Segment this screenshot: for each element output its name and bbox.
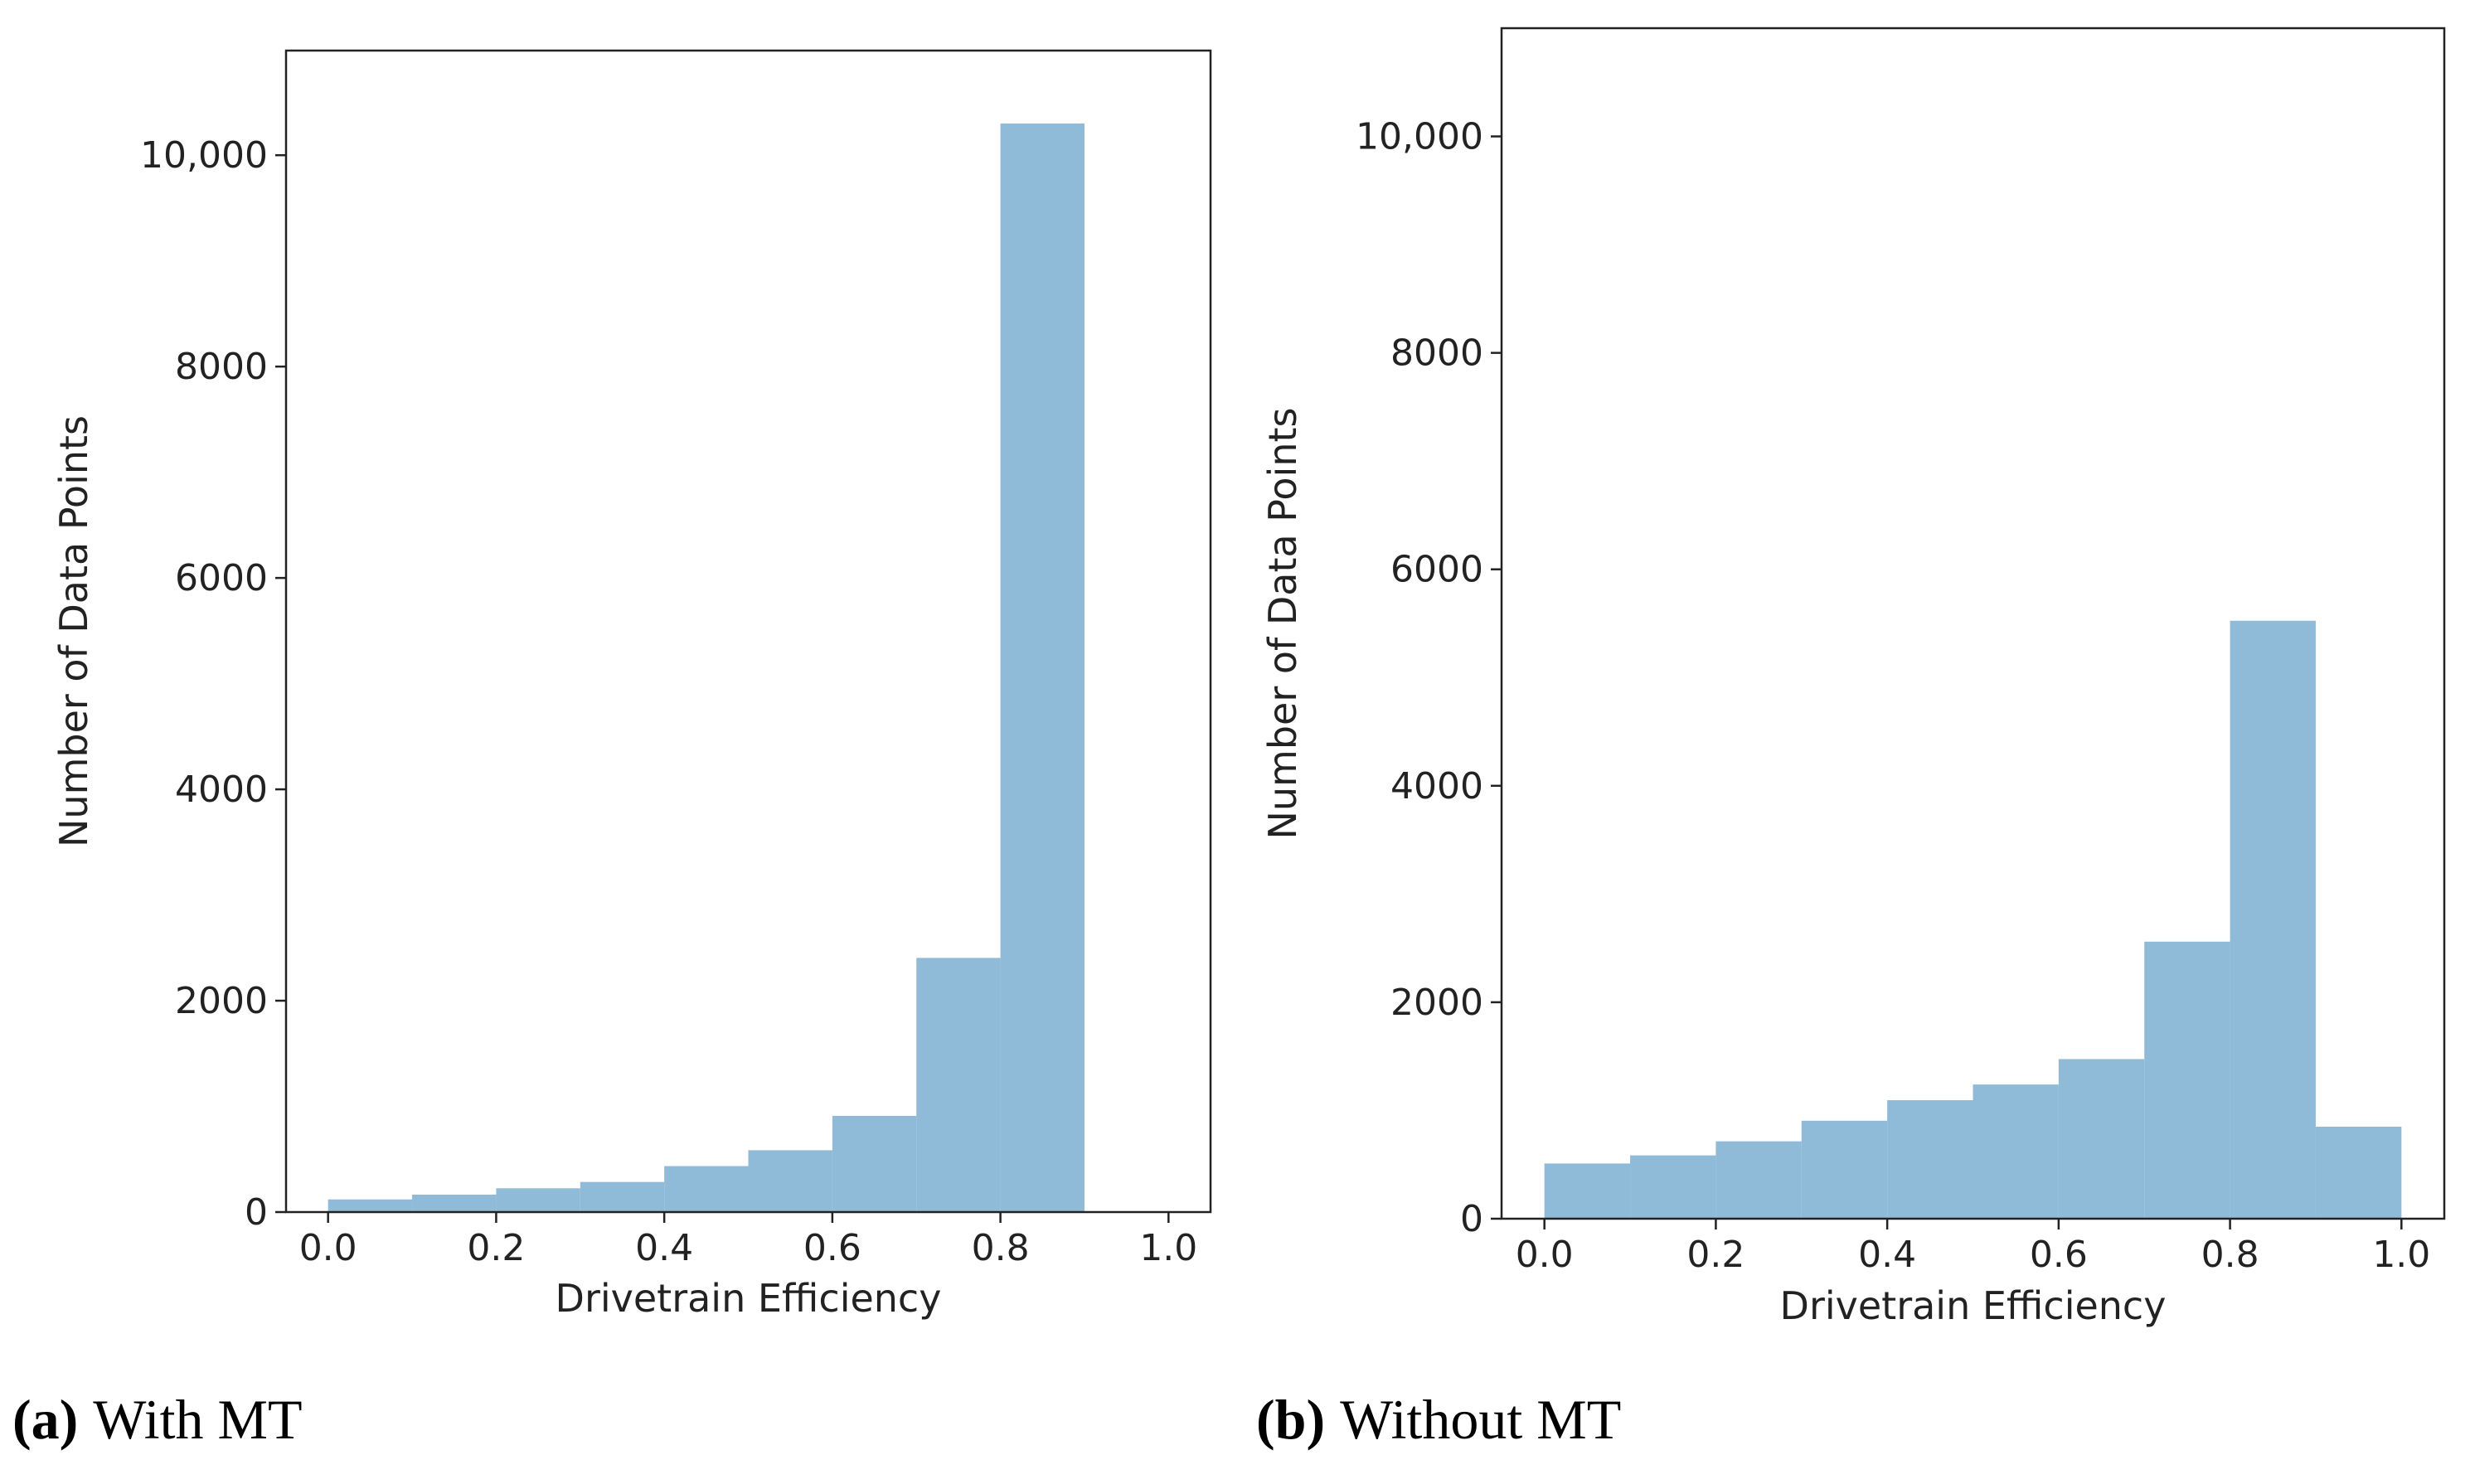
y-tick-label: 10,000 — [1356, 116, 1483, 158]
x-tick-label: 1.0 — [1139, 1227, 1197, 1269]
caption: (a) With MT — [12, 1388, 303, 1451]
y-axis-label: Number of Data Points — [51, 415, 96, 847]
x-axis-label: Drivetrain Efficiency — [1780, 1283, 2167, 1328]
bar — [328, 1199, 413, 1212]
bar — [2315, 1127, 2402, 1219]
bar — [496, 1188, 580, 1212]
x-tick-label: 0.8 — [2201, 1234, 2259, 1276]
y-tick-label: 2000 — [175, 980, 268, 1022]
bar — [2058, 1059, 2145, 1219]
x-tick-label: 0.4 — [635, 1227, 693, 1269]
x-tick-label: 0.6 — [2030, 1234, 2088, 1276]
x-tick-label: 0.2 — [1686, 1234, 1745, 1276]
bar — [1000, 123, 1085, 1212]
x-tick-label: 0.6 — [803, 1227, 861, 1269]
bar — [1715, 1141, 1802, 1219]
x-tick-label: 0.4 — [1858, 1234, 1916, 1276]
plot-frame — [284, 49, 1212, 1214]
x-axis-label: Drivetrain Efficiency — [556, 1276, 942, 1321]
bar — [832, 1115, 917, 1212]
y-tick-label: 10,000 — [140, 134, 268, 177]
y-tick-label: 0 — [245, 1191, 268, 1234]
bar — [1887, 1100, 1973, 1219]
bar — [2230, 620, 2316, 1219]
y-axis-label: Number of Data Points — [1260, 407, 1305, 839]
bar — [580, 1181, 665, 1212]
caption: (b) Without MT — [1256, 1388, 1621, 1451]
y-tick-label: 4000 — [175, 769, 268, 811]
bar — [1801, 1120, 1888, 1219]
x-tick-label: 0.8 — [972, 1227, 1030, 1269]
y-tick-label: 8000 — [1390, 332, 1483, 375]
caption-label: (a) — [12, 1388, 78, 1451]
y-tick-label: 6000 — [175, 557, 268, 599]
y-tick-label: 8000 — [175, 346, 268, 388]
caption-label: (b) — [1256, 1388, 1325, 1451]
bar — [664, 1166, 749, 1212]
y-tick-label: 0 — [1460, 1198, 1483, 1240]
bar — [412, 1194, 497, 1212]
caption-text: With MT — [93, 1388, 302, 1451]
x-tick-label: 0.2 — [467, 1227, 525, 1269]
bar — [1544, 1163, 1631, 1219]
x-tick-label: 1.0 — [2372, 1234, 2430, 1276]
x-tick-label: 0.0 — [299, 1227, 357, 1269]
bar — [1630, 1155, 1716, 1219]
y-tick-label: 6000 — [1390, 549, 1483, 591]
caption-text: Without MT — [1340, 1388, 1621, 1451]
plot-frame — [1500, 27, 2446, 1220]
y-tick-label: 2000 — [1390, 982, 1483, 1024]
bar — [1973, 1084, 2059, 1219]
bar — [2144, 941, 2230, 1219]
bar — [748, 1150, 832, 1212]
y-tick-label: 4000 — [1390, 765, 1483, 807]
bar — [916, 958, 1001, 1212]
x-tick-label: 0.0 — [1516, 1234, 1574, 1276]
